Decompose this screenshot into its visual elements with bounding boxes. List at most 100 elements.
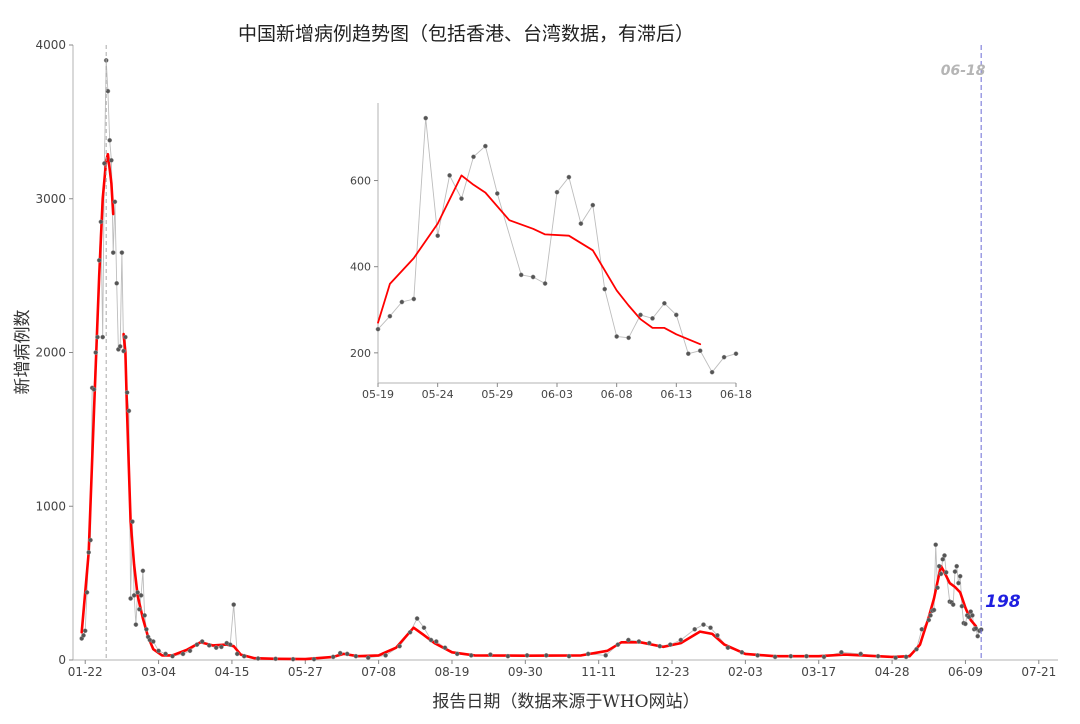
data-point (117, 344, 123, 349)
x-tick-label: 07-21 (1021, 665, 1056, 679)
y-tick-label: 3000 (35, 192, 66, 206)
data-point (383, 653, 388, 658)
data-point (414, 616, 420, 621)
x-tick-label: 04-15 (214, 665, 249, 679)
y-axis-label: 新增病例数 (13, 310, 33, 395)
data-point (928, 613, 933, 618)
data-point (213, 645, 219, 651)
data-point (387, 313, 393, 319)
data-point (93, 350, 99, 355)
data-point (626, 335, 631, 341)
data-point (471, 154, 476, 160)
x-axis-label: 报告日期（数据来源于WHO网站） (432, 692, 699, 712)
data-point (973, 626, 979, 631)
data-point (968, 609, 974, 614)
data-point (914, 646, 919, 652)
data-point (603, 653, 609, 658)
data-point (875, 653, 881, 659)
data-point (156, 648, 161, 654)
x-tick-label: 11-11 (581, 665, 616, 679)
data-point (180, 651, 186, 657)
inset-plot: 200 400 600 05-19 05-24 05-29 06-03 06-08 06-13 0… (340, 95, 760, 415)
data-point (109, 157, 114, 163)
data-point (975, 633, 981, 639)
data-point (337, 650, 343, 656)
data-point (709, 369, 715, 375)
data-point (954, 563, 960, 569)
x-tick-label: 02-03 (728, 665, 763, 679)
chart-title: 中国新增病例趋势图（包括香港、台湾数据，有滞后） (238, 23, 694, 45)
data-point (344, 651, 350, 657)
data-point (578, 221, 584, 226)
y-tick-label: 0 (58, 653, 66, 667)
data-point (804, 653, 809, 659)
data-point (353, 653, 359, 659)
x-tick-label: 05-27 (288, 665, 323, 679)
data-point (110, 250, 116, 255)
data-point (494, 191, 500, 196)
x-tick-label: 05-29 (481, 388, 513, 401)
data-point (739, 649, 745, 655)
data-point (638, 312, 643, 318)
data-point (81, 633, 86, 638)
data-point (518, 272, 524, 278)
data-point (788, 653, 794, 659)
data-point (100, 334, 106, 340)
data-point (114, 280, 120, 286)
x-tick-label: 08-19 (435, 665, 470, 679)
data-point (970, 613, 975, 618)
data-point (194, 642, 200, 647)
data-point (963, 621, 968, 627)
data-point (241, 653, 247, 659)
data-point (662, 300, 667, 306)
data-point (942, 553, 947, 558)
data-point (95, 334, 100, 340)
data-point (893, 655, 898, 661)
data-point (646, 640, 652, 646)
data-point (626, 637, 631, 643)
data-point (435, 233, 441, 239)
data-point (163, 651, 168, 657)
data-point (692, 626, 698, 632)
data-point (128, 596, 133, 601)
data-point (330, 654, 336, 660)
data-point (447, 173, 452, 178)
data-point (708, 625, 713, 631)
data-point (86, 550, 92, 555)
reference-date-label: 06-18 (941, 63, 986, 79)
data-point (483, 143, 488, 149)
data-point (131, 593, 137, 598)
data-point (96, 257, 102, 263)
data-point (290, 656, 296, 662)
data-point (543, 653, 549, 658)
data-point (126, 408, 132, 414)
data-point (82, 628, 88, 634)
data-point (488, 652, 493, 657)
data-point (772, 654, 778, 660)
data-point (524, 653, 530, 658)
data-point (88, 537, 93, 543)
data-point (839, 649, 844, 655)
data-point (399, 299, 405, 305)
data-point (505, 653, 511, 659)
data-point (107, 137, 113, 143)
y-tick-label: 200 (350, 347, 371, 360)
data-point (138, 593, 144, 598)
data-point (636, 639, 642, 644)
main-plot: 0 1000 2000 3000 4000 01-22 03-04 04-15 05-27 07-… (35, 38, 1058, 679)
data-point (685, 351, 691, 357)
data-point (943, 570, 949, 575)
data-point (135, 590, 140, 595)
data-point (255, 656, 261, 661)
data-point (957, 573, 963, 579)
data-point (725, 645, 731, 651)
data-point (956, 580, 961, 586)
y-tick-label: 400 (350, 261, 371, 274)
raw-series-line (377, 118, 737, 374)
data-point (375, 326, 381, 332)
x-tick-label: 06-18 (720, 388, 752, 401)
data-point (858, 651, 864, 657)
x-tick-label: 06-13 (660, 388, 692, 401)
data-point (140, 568, 146, 574)
